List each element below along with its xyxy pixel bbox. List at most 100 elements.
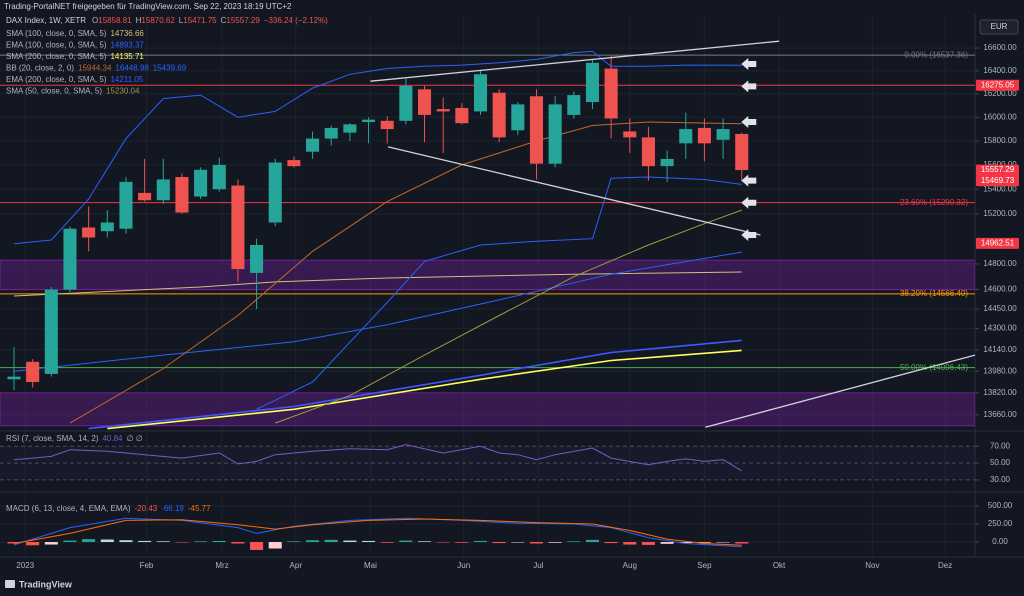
candle-body	[44, 289, 58, 374]
x-tick-label: Jun	[457, 561, 470, 570]
macd-histogram-bar	[473, 540, 488, 543]
y-tick-label: 0.00	[992, 537, 1008, 546]
trend-line	[370, 40, 780, 82]
candle-body	[679, 129, 693, 144]
price-tag	[976, 237, 1019, 249]
macd-histogram-bar	[735, 542, 749, 544]
candle-body	[268, 162, 282, 223]
legend-text: SMA (100, close, 0, SMA, 5)	[6, 29, 107, 38]
y-tick-label: 16600.00	[983, 43, 1017, 52]
legend-text: 15858.81	[98, 16, 132, 25]
fib-label: 0.00% (16537.36)	[904, 50, 968, 59]
macd-histogram-bar	[268, 542, 282, 549]
candle-body	[324, 127, 338, 139]
macd-histogram-bar	[716, 542, 730, 543]
indicator-line	[275, 209, 742, 424]
macd-histogram-bar	[362, 540, 376, 543]
main-pane: 0.00% (16537.36) 23.60% (15290.32) 38.20% …	[0, 40, 975, 430]
y-tick-label: 14600.00	[983, 285, 1017, 294]
x-tick-label: Apr	[290, 561, 303, 570]
axes: 2023 Feb Mrz Apr Mai Jun Jul Aug Sep Okt Nov Dez 166…	[16, 43, 1019, 570]
macd-histogram-bar	[660, 542, 674, 544]
price-tag	[976, 79, 1019, 91]
fib-label: 23.60% (15290.32)	[900, 198, 968, 207]
y-tick-label: 15200.00	[983, 209, 1017, 218]
y-tick-label: 14300.00	[983, 324, 1017, 333]
legend-text: -66.19	[161, 504, 184, 513]
legend-text: ∅ ∅	[127, 434, 143, 443]
arrow	[741, 57, 757, 70]
y-tick-label: 500.00	[988, 501, 1013, 510]
x-tick-label: Jul	[533, 561, 543, 570]
y-tick-label: 16400.00	[983, 66, 1017, 75]
legend: DAX Index, 1W, XETR O 15858.81 H 15870.62 L 15…	[6, 16, 328, 513]
candle-body	[660, 158, 674, 167]
macd-histogram-bar	[343, 540, 357, 543]
candle-body	[63, 228, 77, 290]
y-tick-label: 250.00	[988, 519, 1013, 528]
legend-text: 14893.37	[110, 41, 144, 50]
macd-histogram-bar	[697, 542, 711, 543]
candle-body	[82, 227, 96, 238]
y-tick-label: 15600.00	[983, 160, 1017, 169]
legend-text: 15439.69	[153, 64, 187, 73]
candle-body	[641, 137, 655, 167]
candle-body	[119, 181, 133, 229]
y-tick-label: 15400.00	[983, 184, 1017, 193]
y-tick-label: 16200.00	[983, 89, 1017, 98]
legend-text: BB (20, close, 2, 0)	[6, 64, 74, 73]
indicator-line	[88, 339, 742, 430]
macd-histogram-bar	[26, 542, 40, 546]
macd-histogram-bar	[604, 542, 618, 544]
arrow	[741, 228, 757, 241]
arrow	[741, 196, 757, 209]
candle-body	[250, 245, 264, 273]
x-tick-label: Aug	[623, 561, 637, 570]
x-tick-label: 2023	[16, 561, 34, 570]
currency-button[interactable]	[979, 19, 1019, 35]
grid	[0, 16, 975, 556]
rsi-line	[13, 444, 742, 472]
indicator-line	[69, 121, 742, 424]
candle-body	[492, 92, 506, 138]
macd-histogram-bar	[194, 541, 208, 543]
macd-histogram-bar	[7, 542, 21, 544]
x-tick-label: Feb	[140, 561, 154, 570]
legend-text: MACD (6, 13, close, 4, EMA, EMA)	[6, 504, 131, 513]
macd-histogram-bar	[417, 541, 432, 543]
currency-label[interactable]: EUR	[991, 22, 1008, 31]
legend-text: 15557.29	[226, 16, 260, 25]
rsi-band	[0, 446, 975, 480]
x-tick-label: Mrz	[215, 561, 228, 570]
x-tick-label: Sep	[697, 561, 712, 570]
y-tick-label: 14450.00	[983, 304, 1017, 313]
price-tag-label: 14962.51	[981, 239, 1015, 248]
macd-histogram-bar	[380, 542, 394, 543]
candle-body	[455, 107, 469, 124]
candle-body	[175, 177, 189, 213]
price-tag-label: 15557.29	[981, 165, 1015, 174]
macd-histogram-bar	[436, 542, 450, 543]
y-tick-label: 70.00	[990, 441, 1011, 450]
macd-histogram-bar	[529, 542, 544, 544]
candle-body	[697, 127, 711, 144]
x-tick-label: Dez	[938, 561, 952, 570]
candle-body	[362, 119, 376, 123]
candle-body	[26, 361, 40, 383]
candle-body	[417, 89, 432, 115]
legend-text: −336.24 (−2.12%)	[264, 16, 328, 25]
candle-body	[399, 85, 413, 121]
macd-histogram-bar	[250, 542, 264, 550]
candle-body	[194, 169, 208, 197]
price-tag-label: 15469.73	[981, 176, 1015, 185]
macd-histogram-bar	[567, 541, 581, 543]
candle-body	[138, 192, 152, 201]
fib-label: 50.00% (14006.43)	[900, 363, 968, 372]
y-tick-label: 14140.00	[983, 345, 1017, 354]
y-tick-label: 16000.00	[983, 112, 1017, 121]
trend-line	[387, 146, 761, 236]
macd-histogram-bar	[231, 542, 245, 544]
legend-text: EMA (100, close, 0, SMA, 5)	[6, 41, 107, 50]
legend-text: 15230.04	[106, 87, 140, 96]
